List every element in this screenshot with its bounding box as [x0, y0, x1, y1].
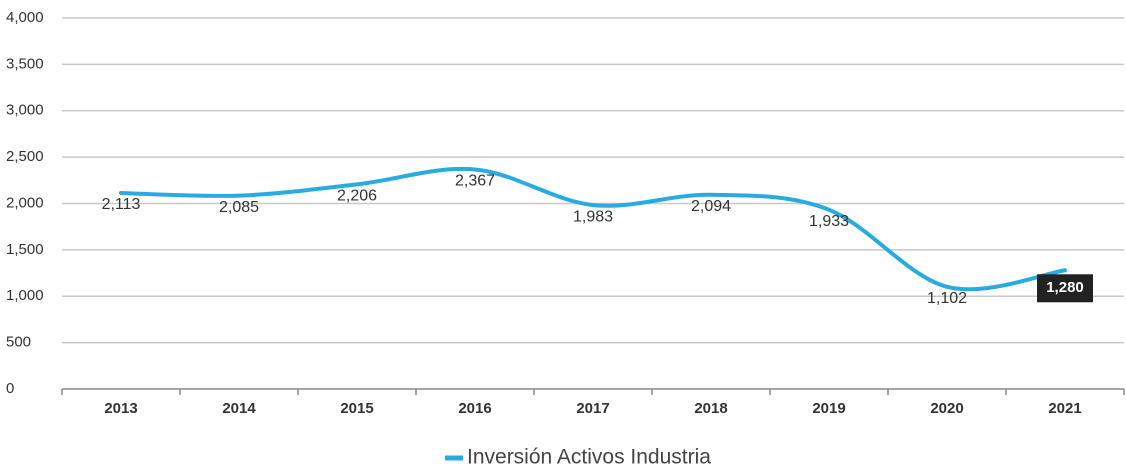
- value-label: 2,113: [102, 196, 141, 213]
- value-label: 2,206: [337, 188, 377, 205]
- y-tick-label: 4,000: [6, 9, 44, 26]
- y-tick-label: 3,000: [6, 102, 44, 119]
- x-tick-label: 2015: [340, 400, 373, 417]
- value-label: 1,280: [1046, 279, 1084, 296]
- y-tick-label: 1,500: [6, 241, 44, 258]
- y-tick-label: 1,000: [6, 287, 44, 304]
- x-tick-label: 2013: [104, 400, 137, 417]
- y-tick-label: 2,500: [6, 148, 44, 165]
- value-label: 2,085: [219, 199, 259, 216]
- value-label: 1,102: [927, 290, 967, 307]
- y-tick-label: 2,000: [6, 194, 44, 211]
- value-label-box: 1,280: [1037, 274, 1093, 303]
- line: [119, 166, 1067, 292]
- x-tick-label: 2021: [1048, 400, 1081, 417]
- x-tick-label: 2019: [812, 400, 845, 417]
- value-label: 2,094: [691, 198, 731, 215]
- y-tick-label: 500: [6, 334, 31, 351]
- value-label: 1,933: [809, 213, 849, 230]
- x-tick-label: 2014: [222, 400, 256, 417]
- x-tick-label: 2018: [694, 400, 727, 417]
- label-background: [1037, 274, 1093, 303]
- value-label: 1,983: [573, 208, 613, 225]
- y-tick-label: 0: [6, 380, 14, 397]
- x-tick-label: 2020: [930, 400, 963, 417]
- value-label: 2,367: [455, 173, 495, 190]
- legend-label: Inversión Activos Industria: [467, 446, 711, 469]
- y-tick-label: 3,500: [6, 55, 44, 72]
- x-tick-label: 2016: [458, 400, 491, 417]
- x-tick-label: 2017: [576, 400, 609, 417]
